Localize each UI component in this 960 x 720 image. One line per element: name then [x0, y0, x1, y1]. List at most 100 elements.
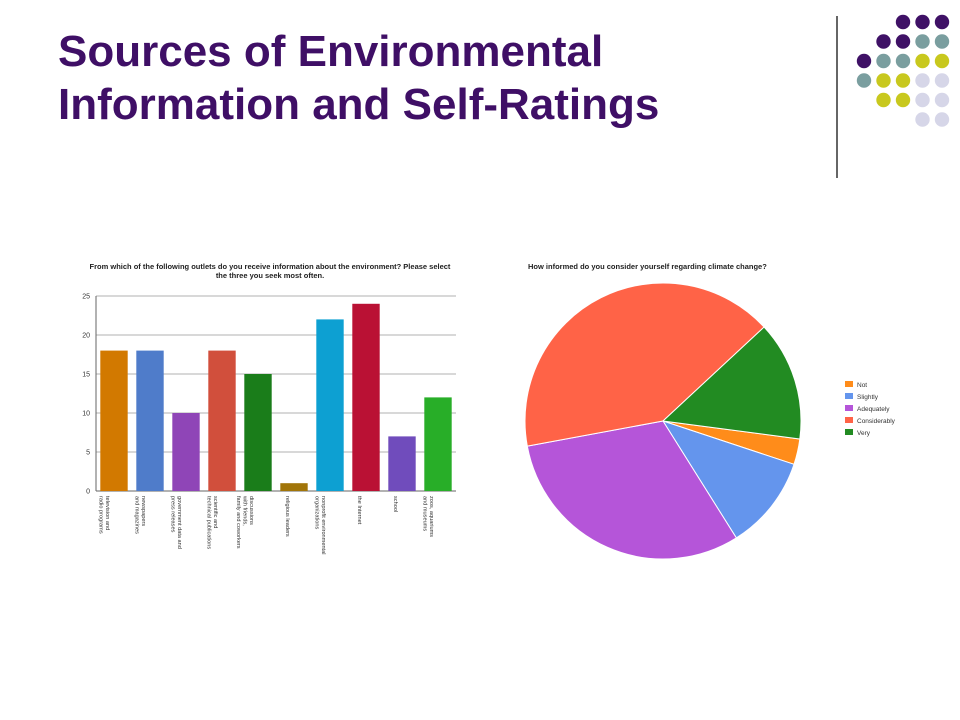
x-tick-label-line: organizations: [314, 496, 320, 529]
decor-dot: [876, 53, 891, 69]
bar-shade: [424, 397, 452, 491]
decor-dot: [934, 53, 950, 69]
bar: [280, 483, 308, 491]
bar-shade: [280, 483, 308, 491]
decor-dot: [915, 34, 930, 49]
legend-swatch: [845, 393, 853, 399]
decor-dot: [876, 73, 891, 88]
decor-dot: [895, 73, 911, 88]
y-tick-label: 5: [86, 450, 90, 457]
legend-swatch: [845, 405, 853, 411]
bar: [208, 350, 236, 491]
x-tick-label-line: press releases: [170, 496, 176, 533]
decor-dot: [934, 112, 950, 127]
bar: [244, 374, 272, 491]
bar-chart-title: From which of the following outlets do y…: [89, 262, 451, 281]
decor-dot: [934, 14, 950, 30]
decor-dot: [915, 14, 930, 30]
decor-dot: [934, 34, 950, 49]
pie-slice: [661, 326, 802, 440]
decor-dot: [895, 14, 911, 30]
decor-dot: [915, 92, 930, 108]
x-tick-label: religious leaders: [284, 496, 290, 537]
bar-shade: [244, 374, 272, 491]
bar-shade: [208, 350, 236, 491]
bar-shade: [352, 303, 380, 491]
slide-title-line-2: Information and Self-Ratings: [58, 79, 660, 129]
y-tick-label: 25: [82, 294, 90, 301]
decor-dot: [915, 73, 930, 88]
legend-swatch: [845, 429, 853, 435]
x-tick-label-line: zoos, aquariums: [428, 496, 434, 537]
decor-dot: [934, 92, 950, 108]
pie-slice: [661, 420, 795, 539]
pie-slice: [524, 282, 765, 447]
x-tick-label-line: with friends,: [242, 495, 248, 526]
decorative-dot-grid: [856, 14, 950, 127]
x-tick-label: school: [392, 496, 398, 512]
x-tick-label-line: government data and: [176, 496, 182, 549]
decor-dot: [876, 92, 891, 108]
x-tick-label-line: school: [392, 496, 398, 512]
decor-dot: [915, 112, 930, 127]
bar: [388, 436, 416, 491]
decor-dot: [876, 34, 891, 49]
x-tick-label-line: discussions: [248, 496, 254, 525]
bar: [172, 413, 200, 491]
pie-slice: [526, 420, 738, 560]
legend-label: Considerably: [857, 418, 896, 425]
bar: [316, 319, 344, 491]
decor-dot: [934, 73, 950, 88]
slide-title-line-1: Sources of Environmental: [58, 27, 604, 76]
pie-chart-title: How informed do you consider yourself re…: [528, 262, 767, 271]
x-tick-label: the Internet: [356, 496, 362, 525]
x-tick-label-line: television and: [104, 496, 110, 530]
x-tick-label-line: radio programs: [98, 496, 104, 534]
bar-shade: [316, 319, 344, 491]
bar: [100, 350, 128, 491]
slide-title: Sources of Environmental Information and…: [58, 26, 818, 132]
bar-shade: [388, 436, 416, 491]
y-tick-label: 0: [86, 489, 90, 496]
bar-shade: [100, 350, 128, 491]
bar-shade: [136, 350, 164, 491]
title-divider: [836, 16, 838, 178]
x-tick-label-line: technical publications: [206, 496, 212, 549]
legend-label: Not: [857, 382, 867, 389]
y-tick-label: 15: [82, 372, 90, 379]
decor-dot: [856, 73, 872, 88]
y-tick-label: 20: [82, 333, 90, 340]
x-tick-label-line: nonprofit environmental: [320, 496, 326, 554]
decor-dot: [895, 34, 911, 49]
x-tick-label-line: the Internet: [356, 496, 362, 525]
decor-dot: [895, 53, 911, 69]
bar: [352, 303, 380, 491]
x-tick-label-line: religious leaders: [284, 496, 290, 537]
decor-dot: [895, 92, 911, 108]
legend-swatch: [845, 381, 853, 387]
decor-dot: [856, 53, 872, 69]
x-tick-label-line: and museums: [422, 496, 428, 531]
legend-label: Very: [857, 430, 871, 437]
decor-dot: [915, 53, 930, 69]
bar-shade: [172, 413, 200, 491]
bar: [136, 350, 164, 491]
x-tick-label-line: scientific and: [212, 496, 218, 528]
x-tick-label-line: and magazines: [134, 496, 140, 534]
legend-swatch: [845, 417, 853, 423]
bar: [424, 397, 452, 491]
x-tick-label-line: newspapers: [140, 496, 146, 526]
y-tick-label: 10: [82, 411, 90, 418]
x-tick-label-line: family and coworkers: [235, 496, 241, 549]
legend-label: Adequately: [857, 406, 890, 413]
legend-label: Slightly: [857, 394, 879, 401]
